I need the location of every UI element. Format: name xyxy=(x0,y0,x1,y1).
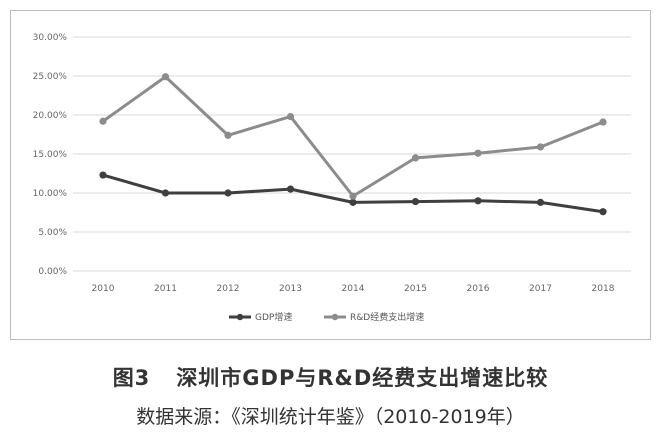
data-point xyxy=(411,154,420,162)
data-point xyxy=(224,189,232,197)
y-tick-label: 5.00% xyxy=(38,228,67,238)
data-point xyxy=(599,118,607,126)
legend-swatch-marker xyxy=(236,313,244,321)
data-point xyxy=(599,208,607,216)
x-tick-label: 2012 xyxy=(217,284,240,294)
y-tick-label: 25.00% xyxy=(33,72,68,82)
x-tick-label: 2010 xyxy=(92,284,115,294)
legend-swatch-marker xyxy=(331,313,339,321)
data-point xyxy=(99,117,107,125)
data-point xyxy=(161,189,170,197)
chart-frame: 0.00% 5.00% 10.00% 15.00% 20.00% 25.00% 30.00%… xyxy=(10,10,651,340)
data-point xyxy=(536,198,545,206)
x-tick-label: 2015 xyxy=(404,284,427,294)
legend-label: GDP增速 xyxy=(255,311,292,323)
x-tick-label: 2016 xyxy=(467,284,490,294)
figure-title: 深圳市GDP与R&D经费支出增速比较 xyxy=(176,366,549,390)
figure-number: 图3 xyxy=(112,366,151,390)
data-point xyxy=(411,197,420,206)
y-tick-label: 15.00% xyxy=(33,150,68,160)
data-point xyxy=(474,149,482,157)
y-tick-label: 20.00% xyxy=(33,111,68,121)
legend-label: R&D经费支出增速 xyxy=(350,311,424,323)
y-tick-label: 10.00% xyxy=(33,189,68,199)
y-tick-label: 0.00% xyxy=(38,267,67,277)
data-point xyxy=(349,192,357,200)
y-tick-label: 30.00% xyxy=(33,33,68,43)
x-tick-label: 2011 xyxy=(154,284,177,294)
data-point xyxy=(161,73,170,81)
data-source: 数据来源：《深圳统计年鉴》（2010-2019年） xyxy=(136,406,525,428)
data-point xyxy=(474,197,482,205)
line-chart: 0.00% 5.00% 10.00% 15.00% 20.00% 25.00% 30.00%… xyxy=(33,33,631,323)
data-point xyxy=(99,171,107,179)
figure-caption: 图3 深圳市GDP与R&D经费支出增速比较 xyxy=(0,362,661,392)
data-point xyxy=(349,198,357,206)
x-tick-label: 2017 xyxy=(529,284,552,294)
data-point xyxy=(286,185,295,193)
x-tick-label: 2014 xyxy=(342,284,365,294)
data-point xyxy=(286,112,295,121)
x-tick-label: 2018 xyxy=(592,284,615,294)
data-point xyxy=(224,131,232,139)
series-line-1 xyxy=(102,75,604,198)
data-point xyxy=(536,143,545,151)
x-tick-label: 2013 xyxy=(279,284,302,294)
